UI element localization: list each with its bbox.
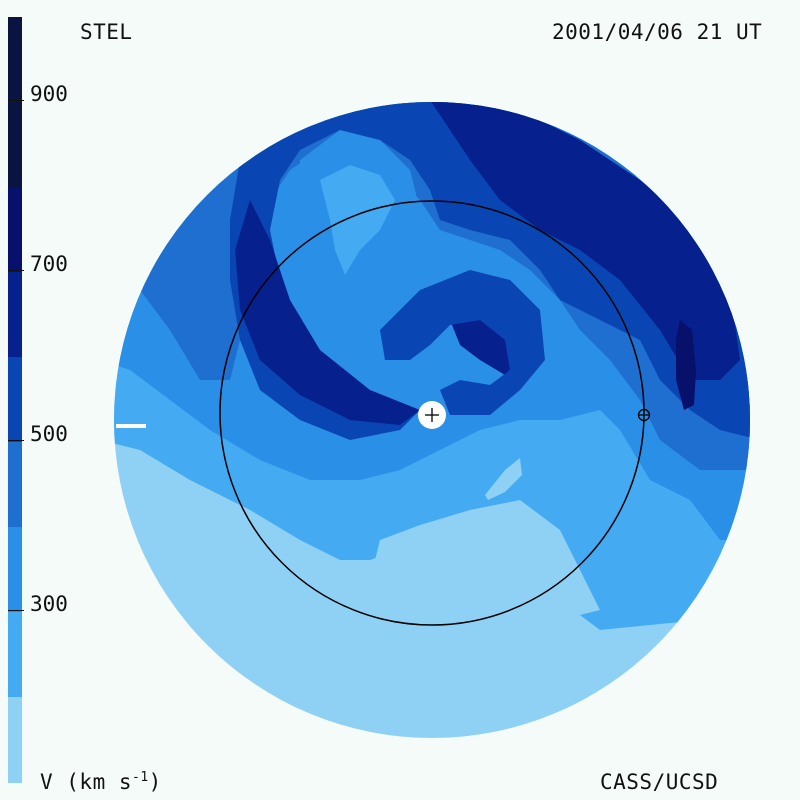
earth-orbit-circle [219, 200, 645, 626]
region-350-island [320, 165, 395, 275]
unit-suffix: ) [148, 770, 162, 794]
edge-artifact [116, 424, 146, 428]
colorbar-segment-600 [8, 357, 22, 442]
colorbar-tick-300 [8, 610, 24, 611]
source-label: STEL [80, 20, 133, 44]
colorbar-label-900: 900 [30, 82, 68, 106]
colorbar-segment-300 [8, 612, 22, 697]
colorbar-segment-500 [8, 442, 22, 527]
region-650-arm [235, 200, 420, 425]
colorbar-label-500: 500 [30, 422, 68, 446]
colorbar-tick-700 [8, 270, 24, 271]
unit-label: V (km s-1) [40, 770, 162, 794]
colorbar-tick-900 [8, 100, 24, 101]
region-550-inner [380, 270, 545, 415]
colorbar-label-700: 700 [30, 252, 68, 276]
unit-prefix: V (km s [40, 770, 133, 794]
region-750 [676, 320, 696, 410]
region-650 [430, 102, 740, 380]
colorbar-label-300: 300 [30, 592, 68, 616]
colorbar-segment-200 [8, 697, 22, 783]
colorbar-segment-800 [8, 187, 22, 272]
colorbar-tick-500 [8, 440, 24, 441]
region-350-patch [485, 458, 522, 500]
unit-exponent: -1 [132, 770, 149, 785]
colorbar-segment-900 [8, 17, 22, 187]
colorbar-segment-700 [8, 272, 22, 357]
credit-label: CASS/UCSD [600, 770, 719, 794]
timestamp: 2001/04/06 21 UT [552, 20, 763, 44]
region-250-lower [375, 500, 600, 620]
colorbar [8, 17, 22, 783]
colorbar-segment-400 [8, 527, 22, 612]
